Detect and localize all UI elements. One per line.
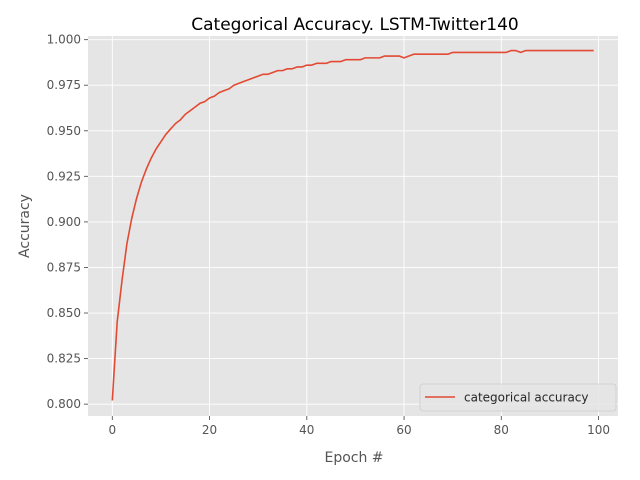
y-tick-label: 0.900 bbox=[47, 215, 81, 229]
chart-title: Categorical Accuracy. LSTM-Twitter140 bbox=[191, 15, 519, 35]
y-tick-label: 0.975 bbox=[47, 78, 81, 92]
series-line-categorical-accuracy bbox=[111, 49, 594, 401]
y-tick-label: 0.925 bbox=[47, 169, 81, 183]
x-tick-label: 60 bbox=[396, 423, 411, 437]
x-tick-label: 0 bbox=[108, 423, 116, 437]
y-tick-label: 1.000 bbox=[47, 33, 81, 47]
y-axis-label: Accuracy bbox=[17, 194, 33, 258]
legend: categorical accuracy bbox=[419, 383, 617, 412]
legend-box bbox=[419, 383, 617, 412]
y-tick-label: 0.850 bbox=[47, 306, 81, 320]
series-layer bbox=[111, 49, 594, 401]
x-tick-label: 100 bbox=[587, 423, 610, 437]
x-axis-label: Epoch # bbox=[324, 450, 383, 466]
y-tick-label: 0.800 bbox=[47, 397, 81, 411]
y-tick-label: 0.950 bbox=[47, 124, 81, 138]
x-tick-label: 20 bbox=[202, 423, 217, 437]
x-tick-label: 80 bbox=[494, 423, 509, 437]
x-tick-label: 40 bbox=[299, 423, 314, 437]
y-tick-label: 0.825 bbox=[47, 352, 81, 366]
legend-label: categorical accuracy bbox=[464, 391, 589, 405]
grid-lines bbox=[88, 36, 618, 416]
plot-area bbox=[88, 36, 618, 416]
axis-ticks: 0 20 40 60 80 100 0.800 0.825 0.850 0.875 0.900 0.9… bbox=[47, 33, 610, 437]
y-tick-label: 0.875 bbox=[47, 260, 81, 274]
